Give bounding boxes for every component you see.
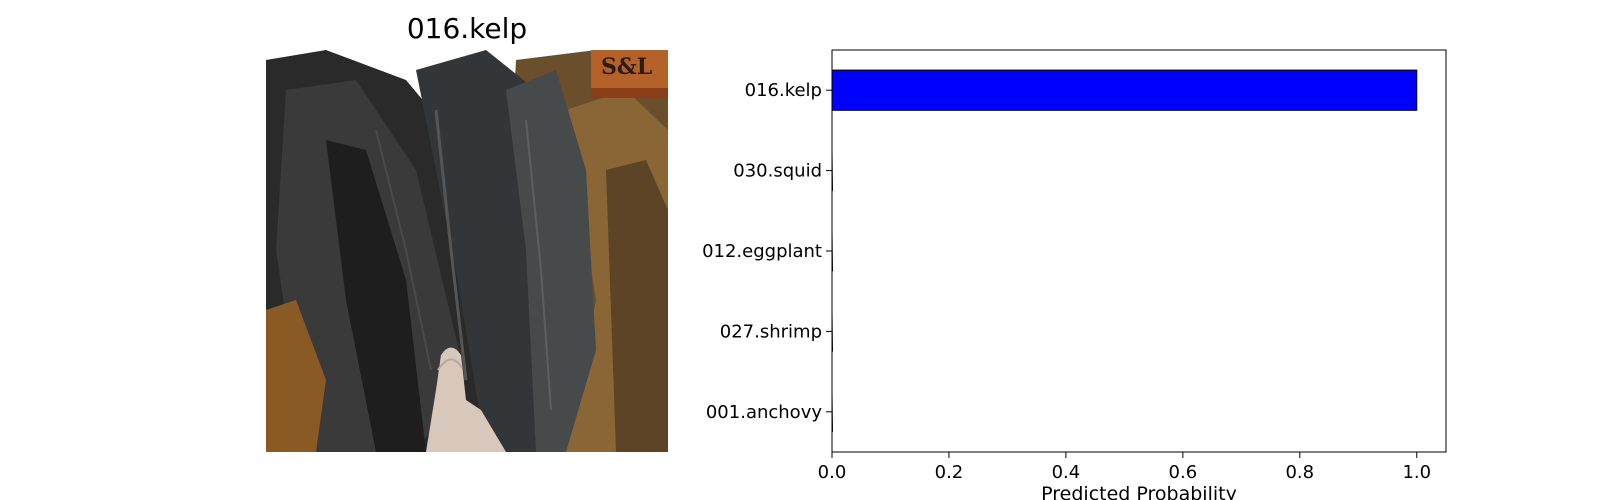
bar-016-kelp (831, 69, 1418, 111)
y-tick-label: 016.kelp (745, 80, 822, 101)
x-tick-label: 0.2 (935, 462, 964, 483)
x-axis-label: Predicted Probability (1041, 483, 1237, 500)
y-tick-label: 030.squid (733, 161, 822, 182)
y-tick-label: 027.shrimp (720, 321, 822, 342)
bar-012-eggplant (831, 230, 833, 272)
x-tick-label: 0.8 (1285, 462, 1314, 483)
bar-001-anchovy (831, 391, 833, 432)
image-title: 016.kelp (406, 12, 528, 45)
y-tick-label: 001.anchovy (706, 402, 822, 423)
bar-030-squid (831, 150, 833, 191)
photo-logo: S&L (601, 54, 653, 80)
x-tick-label: 0.4 (1052, 462, 1081, 483)
bar-027-shrimp (831, 311, 833, 352)
x-tick-label: 0.6 (1169, 462, 1198, 483)
kelp-photo: S&L (266, 50, 668, 452)
x-tick-label: 0.0 (818, 462, 847, 483)
y-tick-label: 012.eggplant (702, 241, 822, 262)
x-tick-label: 1.0 (1402, 462, 1431, 483)
kelp-photo-drawing (266, 50, 668, 452)
